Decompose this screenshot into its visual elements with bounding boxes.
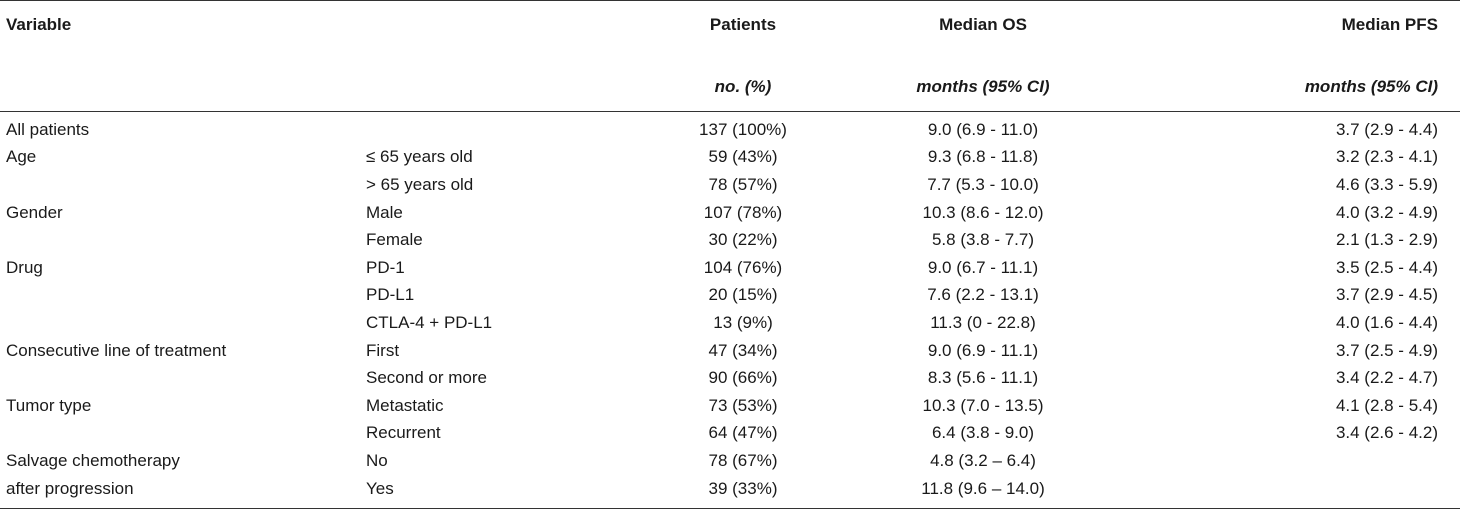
table-body: All patients 137 (100%) 9.0 (6.9 - 11.0) 3.… <box>0 112 1460 509</box>
row-variable: Drug <box>6 257 43 277</box>
row-subgroup: CTLA-4 + PD-L1 <box>366 312 493 332</box>
row-variable: Consecutive line of treatment <box>6 340 227 360</box>
row-variable: after progression <box>0 474 366 509</box>
row-median-os: 5.8 (3.8 - 7.7) <box>931 230 1035 250</box>
header-median-os: Median OS <box>824 0 1142 63</box>
table-row: Salvage chemotherapy No 78 (67%) 4.8 (3.2 –… <box>0 447 1460 475</box>
row-variable <box>0 364 366 392</box>
subheader-pfs-unit: months (95% CI) <box>1142 63 1460 112</box>
row-variable <box>0 226 366 254</box>
row-median-os: 10.3 (8.6 - 12.0) <box>922 202 1044 222</box>
row-patients: 39 (33%) <box>662 474 824 509</box>
row-median-pfs: 3.4 (2.6 - 4.2) <box>1335 423 1438 443</box>
table-row: after progression Yes 39 (33%) 11.8 (9.6 – … <box>0 474 1460 509</box>
table-row: All patients 137 (100%) 9.0 (6.9 - 11.0) 3.… <box>0 112 1460 144</box>
row-patients: 104 (76%) <box>703 257 783 277</box>
row-median-os: 9.0 (6.7 - 11.1) <box>927 257 1039 277</box>
row-patients: 78 (67%) <box>708 450 778 470</box>
row-median-pfs: 4.6 (3.3 - 5.9) <box>1335 174 1438 194</box>
row-patients: 30 (22%) <box>708 230 778 250</box>
table-row: Female 30 (22%) 5.8 (3.8 - 7.7) 2.1 (1.3 - … <box>0 226 1460 254</box>
row-subgroup: ≤ 65 years old <box>366 147 473 167</box>
row-subgroup: Second or more <box>366 368 487 388</box>
row-patients: 73 (53%) <box>708 395 778 415</box>
row-patients: 47 (34%) <box>708 340 778 360</box>
table-row: Consecutive line of treatment First 47 (34… <box>0 337 1460 365</box>
row-median-os: 9.0 (6.9 - 11.0) <box>927 119 1039 139</box>
row-subgroup: Male <box>366 202 403 222</box>
table-row: Gender Male 107 (78%) 10.3 (8.6 - 12.0) 4.0 … <box>0 199 1460 227</box>
row-variable <box>0 420 366 448</box>
row-median-pfs: 3.7 (2.5 - 4.9) <box>1335 340 1438 360</box>
subheader-os-unit: months (95% CI) <box>824 63 1142 112</box>
table-row: Drug PD-1 104 (76%) 9.0 (6.7 - 11.1) 3.5 (2.… <box>0 254 1460 282</box>
row-subgroup: First <box>366 340 400 360</box>
row-subgroup: PD-L1 <box>366 285 415 305</box>
subheader-empty <box>0 63 366 112</box>
table-row: Second or more 90 (66%) 8.3 (5.6 - 11.1) 3.… <box>0 364 1460 392</box>
row-median-pfs: 3.7 (2.9 - 4.4) <box>1335 119 1438 139</box>
table-row: Age ≤ 65 years old 59 (43%) 9.3 (6.8 - 11.8… <box>0 144 1460 172</box>
row-subgroup: No <box>366 450 388 470</box>
row-median-os: 4.8 (3.2 – 6.4) <box>930 450 1036 470</box>
row-subgroup <box>366 112 662 144</box>
header-empty <box>366 0 662 63</box>
subheader-empty <box>366 63 662 112</box>
row-subgroup: Recurrent <box>366 423 441 443</box>
row-patients: 20 (15%) <box>708 285 778 305</box>
row-median-pfs: 4.0 (1.6 - 4.4) <box>1335 312 1438 332</box>
row-median-os: 8.3 (5.6 - 11.1) <box>927 368 1039 388</box>
row-median-pfs <box>1142 474 1460 509</box>
row-median-os: 9.3 (6.8 - 11.8) <box>927 147 1039 167</box>
table-row: PD-L1 20 (15%) 7.6 (2.2 - 13.1) 3.7 (2.9 - … <box>0 282 1460 310</box>
row-subgroup: Yes <box>366 474 662 509</box>
row-median-os: 7.7 (5.3 - 10.0) <box>927 174 1039 194</box>
row-median-pfs: 3.2 (2.3 - 4.1) <box>1335 147 1438 167</box>
row-patients: 107 (78%) <box>703 202 783 222</box>
row-variable <box>0 171 366 199</box>
row-variable: Age <box>6 147 37 167</box>
row-patients: 90 (66%) <box>708 368 778 388</box>
row-median-os: 11.8 (9.6 – 14.0) <box>824 474 1142 509</box>
row-median-os: 11.3 (0 - 22.8) <box>930 312 1036 332</box>
row-median-pfs: 4.1 (2.8 - 5.4) <box>1335 395 1438 415</box>
row-median-os: 7.6 (2.2 - 13.1) <box>927 285 1039 305</box>
row-variable: Salvage chemotherapy <box>6 450 180 470</box>
row-median-pfs: 3.7 (2.9 - 4.5) <box>1335 285 1438 305</box>
row-patients: 78 (57%) <box>708 174 778 194</box>
table-row: CTLA-4 + PD-L1 13 (9%) 11.3 (0 - 22.8) 4.0 … <box>0 309 1460 337</box>
subheader-patients-unit: no. (%) <box>662 63 824 112</box>
row-patients: 13 (9%) <box>713 312 773 332</box>
row-patients: 59 (43%) <box>708 147 778 167</box>
header-median-pfs: Median PFS <box>1142 0 1460 63</box>
row-variable <box>0 309 366 337</box>
row-patients: 137 (100%) <box>699 119 787 139</box>
row-median-pfs: 4.0 (3.2 - 4.9) <box>1335 202 1438 222</box>
row-subgroup: > 65 years old <box>366 174 474 194</box>
row-median-pfs: 3.4 (2.2 - 4.7) <box>1335 368 1438 388</box>
row-subgroup: PD-1 <box>366 257 405 277</box>
table-row: Tumor type Metastatic 73 (53%) 10.3 (7.0 - … <box>0 392 1460 420</box>
row-patients: 64 (47%) <box>708 423 778 443</box>
table-row: Recurrent 64 (47%) 6.4 (3.8 - 9.0) 3.4 (2.6… <box>0 420 1460 448</box>
row-variable: Gender <box>6 202 63 222</box>
row-variable: Tumor type <box>6 395 92 415</box>
row-median-pfs: 3.5 (2.5 - 4.4) <box>1335 257 1438 277</box>
row-variable <box>0 282 366 310</box>
header-variable: Variable <box>0 0 366 63</box>
table-header: Variable Patients Median OS Median PFS n… <box>0 0 1460 112</box>
row-median-os: 10.3 (7.0 - 13.5) <box>922 395 1044 415</box>
row-median-os: 9.0 (6.9 - 11.1) <box>927 340 1039 360</box>
row-median-os: 6.4 (3.8 - 9.0) <box>931 423 1035 443</box>
row-median-pfs: 2.1 (1.3 - 2.9) <box>1335 230 1438 250</box>
header-patients: Patients <box>662 0 824 63</box>
table-row: > 65 years old 78 (57%) 7.7 (5.3 - 10.0) 4.… <box>0 171 1460 199</box>
row-subgroup: Metastatic <box>366 395 444 415</box>
row-variable: All patients <box>6 119 90 139</box>
row-subgroup: Female <box>366 230 423 250</box>
row-median-pfs <box>1142 447 1460 475</box>
